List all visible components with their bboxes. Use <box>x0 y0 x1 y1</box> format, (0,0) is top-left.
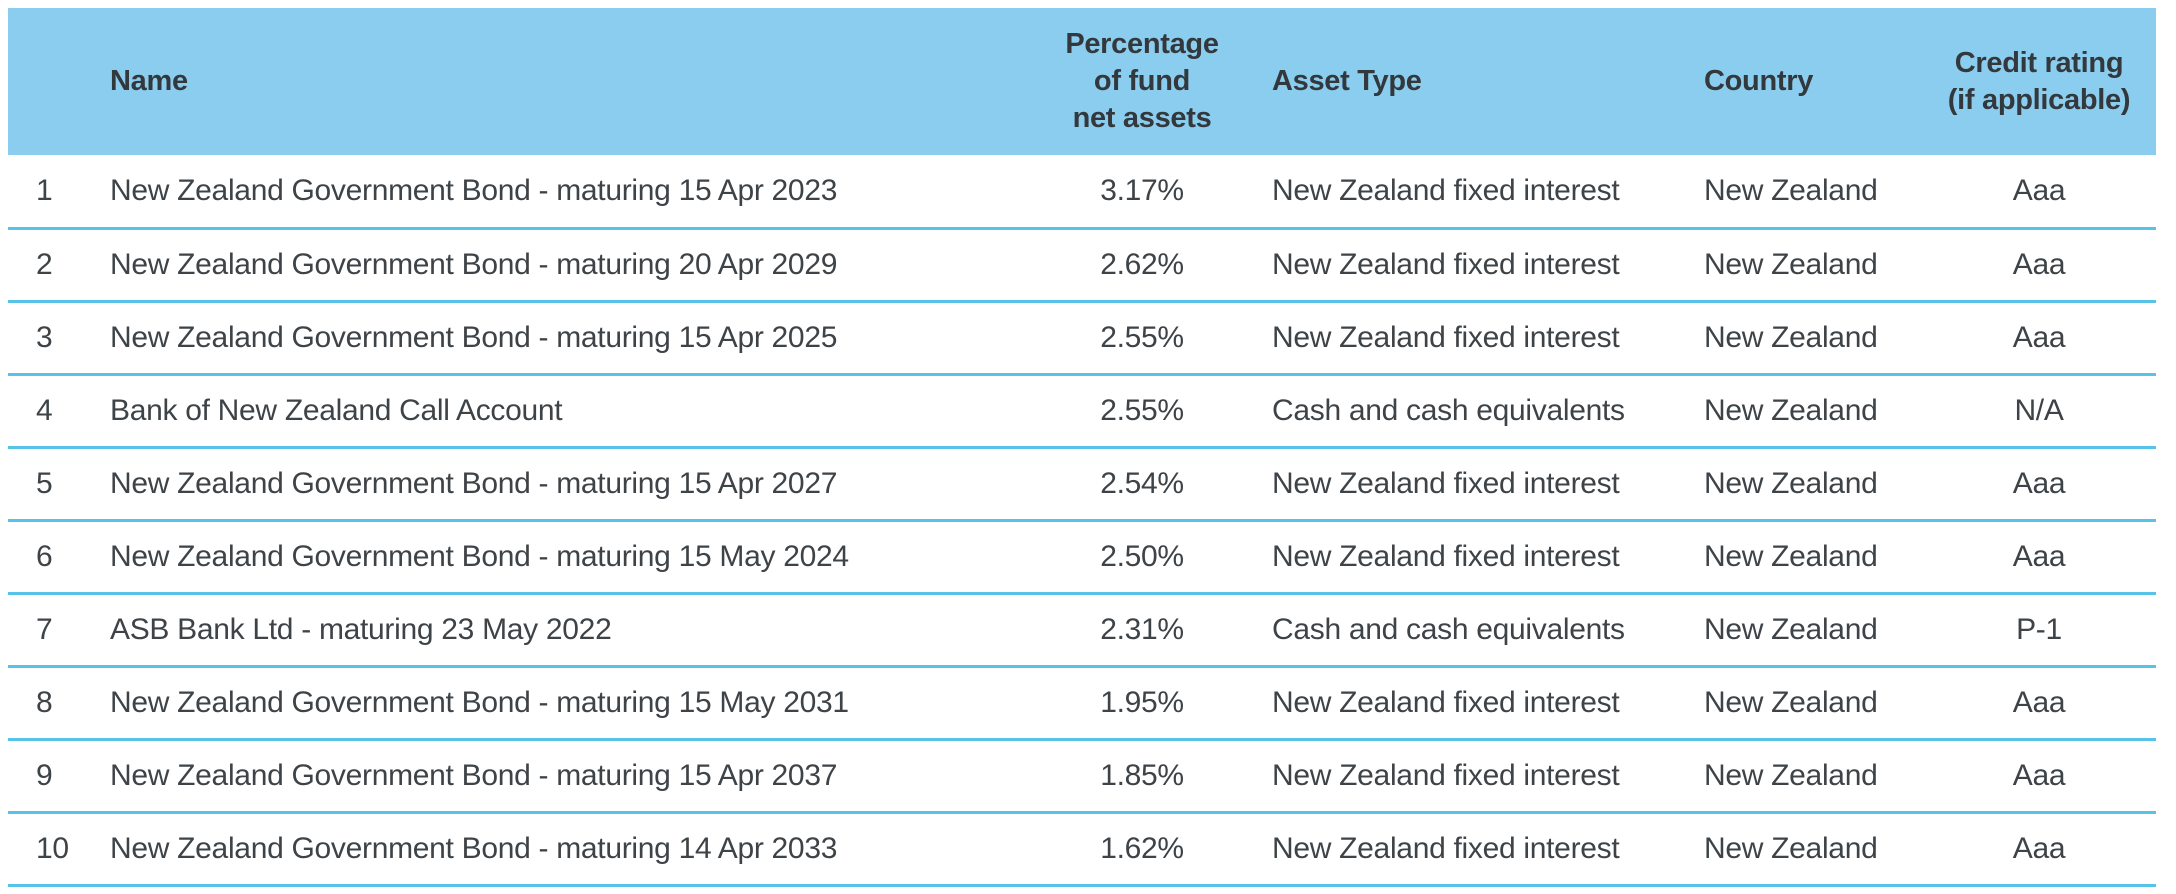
table-row: 5 New Zealand Government Bond - maturing… <box>8 447 2156 520</box>
rank-cell: 5 <box>36 466 53 500</box>
name-cell: New Zealand Government Bond - maturing 1… <box>110 539 849 573</box>
name-cell: New Zealand Government Bond - maturing 1… <box>110 831 838 865</box>
name-cell: Bank of New Zealand Call Account <box>110 393 563 427</box>
percentage-cell: 3.17% <box>1100 173 1184 207</box>
column-header-country: Country <box>1692 8 1922 155</box>
table-row: 8 New Zealand Government Bond - maturing… <box>8 666 2156 739</box>
percentage-cell: 2.55% <box>1100 320 1184 354</box>
table-body: 1 New Zealand Government Bond - maturing… <box>8 155 2156 885</box>
name-cell: New Zealand Government Bond - maturing 1… <box>110 173 838 207</box>
asset-type-cell: New Zealand fixed interest <box>1272 320 1620 354</box>
table-row: 9 New Zealand Government Bond - maturing… <box>8 739 2156 812</box>
percentage-cell: 1.95% <box>1100 685 1184 719</box>
country-cell: New Zealand <box>1704 393 1878 427</box>
credit-rating-cell: Aaa <box>2012 831 2066 865</box>
table-row: 3 New Zealand Government Bond - maturing… <box>8 301 2156 374</box>
percentage-cell: 2.62% <box>1100 247 1184 281</box>
country-cell: New Zealand <box>1704 539 1878 573</box>
table-row: 10 New Zealand Government Bond - maturin… <box>8 812 2156 885</box>
asset-type-cell: Cash and cash equivalents <box>1272 393 1625 427</box>
credit-rating-cell: Aaa <box>2012 685 2066 719</box>
name-cell: ASB Bank Ltd - maturing 23 May 2022 <box>110 612 612 646</box>
country-cell: New Zealand <box>1704 320 1878 354</box>
rank-cell: 6 <box>36 539 53 573</box>
column-header-asset-type: Asset Type <box>1272 8 1692 155</box>
credit-rating-cell: Aaa <box>2012 247 2066 281</box>
percentage-cell: 1.85% <box>1100 758 1184 792</box>
rank-cell: 3 <box>36 320 53 354</box>
rank-cell: 4 <box>36 393 53 427</box>
credit-rating-cell: Aaa <box>2012 320 2066 354</box>
percentage-cell: 2.31% <box>1100 612 1184 646</box>
rank-cell: 10 <box>36 831 69 865</box>
country-cell: New Zealand <box>1704 685 1878 719</box>
country-cell: New Zealand <box>1704 466 1878 500</box>
percentage-cell: 2.50% <box>1100 539 1184 573</box>
rank-cell: 9 <box>36 758 53 792</box>
asset-type-cell: New Zealand fixed interest <box>1272 758 1620 792</box>
rank-cell: 2 <box>36 247 53 281</box>
column-header-credit-rating: Credit rating (if applicable) <box>1922 8 2156 155</box>
name-cell: New Zealand Government Bond - maturing 1… <box>110 320 838 354</box>
name-cell: New Zealand Government Bond - maturing 1… <box>110 685 849 719</box>
asset-type-cell: New Zealand fixed interest <box>1272 173 1620 207</box>
header-row: Name Percentage of fund net assets Asset… <box>8 8 2156 155</box>
asset-type-cell: Cash and cash equivalents <box>1272 612 1625 646</box>
country-cell: New Zealand <box>1704 612 1878 646</box>
name-cell: New Zealand Government Bond - maturing 1… <box>110 466 838 500</box>
credit-rating-cell: Aaa <box>2012 173 2066 207</box>
asset-type-cell: New Zealand fixed interest <box>1272 466 1620 500</box>
column-header-name: Name <box>96 8 1012 155</box>
rank-cell: 8 <box>36 685 53 719</box>
percentage-cell: 1.62% <box>1100 831 1184 865</box>
country-cell: New Zealand <box>1704 758 1878 792</box>
table-row: 6 New Zealand Government Bond - maturing… <box>8 520 2156 593</box>
asset-type-cell: New Zealand fixed interest <box>1272 247 1620 281</box>
rank-cell: 7 <box>36 612 53 646</box>
fund-holdings-table: Name Percentage of fund net assets Asset… <box>8 8 2156 887</box>
credit-rating-cell: Aaa <box>2012 466 2066 500</box>
asset-type-cell: New Zealand fixed interest <box>1272 831 1620 865</box>
table-row: 7 ASB Bank Ltd - maturing 23 May 2022 2.… <box>8 593 2156 666</box>
credit-rating-cell: Aaa <box>2012 539 2066 573</box>
table-row: 1 New Zealand Government Bond - maturing… <box>8 155 2156 228</box>
percentage-cell: 2.55% <box>1100 393 1184 427</box>
country-cell: New Zealand <box>1704 247 1878 281</box>
asset-type-cell: New Zealand fixed interest <box>1272 539 1620 573</box>
credit-rating-cell: P-1 <box>2016 612 2062 646</box>
credit-rating-cell: Aaa <box>2012 758 2066 792</box>
asset-type-cell: New Zealand fixed interest <box>1272 685 1620 719</box>
country-cell: New Zealand <box>1704 831 1878 865</box>
table-header: Name Percentage of fund net assets Asset… <box>8 8 2156 155</box>
column-header-rank <box>8 8 96 155</box>
rank-cell: 1 <box>36 173 53 207</box>
name-cell: New Zealand Government Bond - maturing 2… <box>110 247 838 281</box>
credit-rating-cell: N/A <box>2014 393 2064 427</box>
percentage-cell: 2.54% <box>1100 466 1184 500</box>
table-row: 4 Bank of New Zealand Call Account 2.55%… <box>8 374 2156 447</box>
name-cell: New Zealand Government Bond - maturing 1… <box>110 758 838 792</box>
country-cell: New Zealand <box>1704 173 1878 207</box>
table-row: 2 New Zealand Government Bond - maturing… <box>8 228 2156 301</box>
column-header-percentage: Percentage of fund net assets <box>1012 8 1272 155</box>
